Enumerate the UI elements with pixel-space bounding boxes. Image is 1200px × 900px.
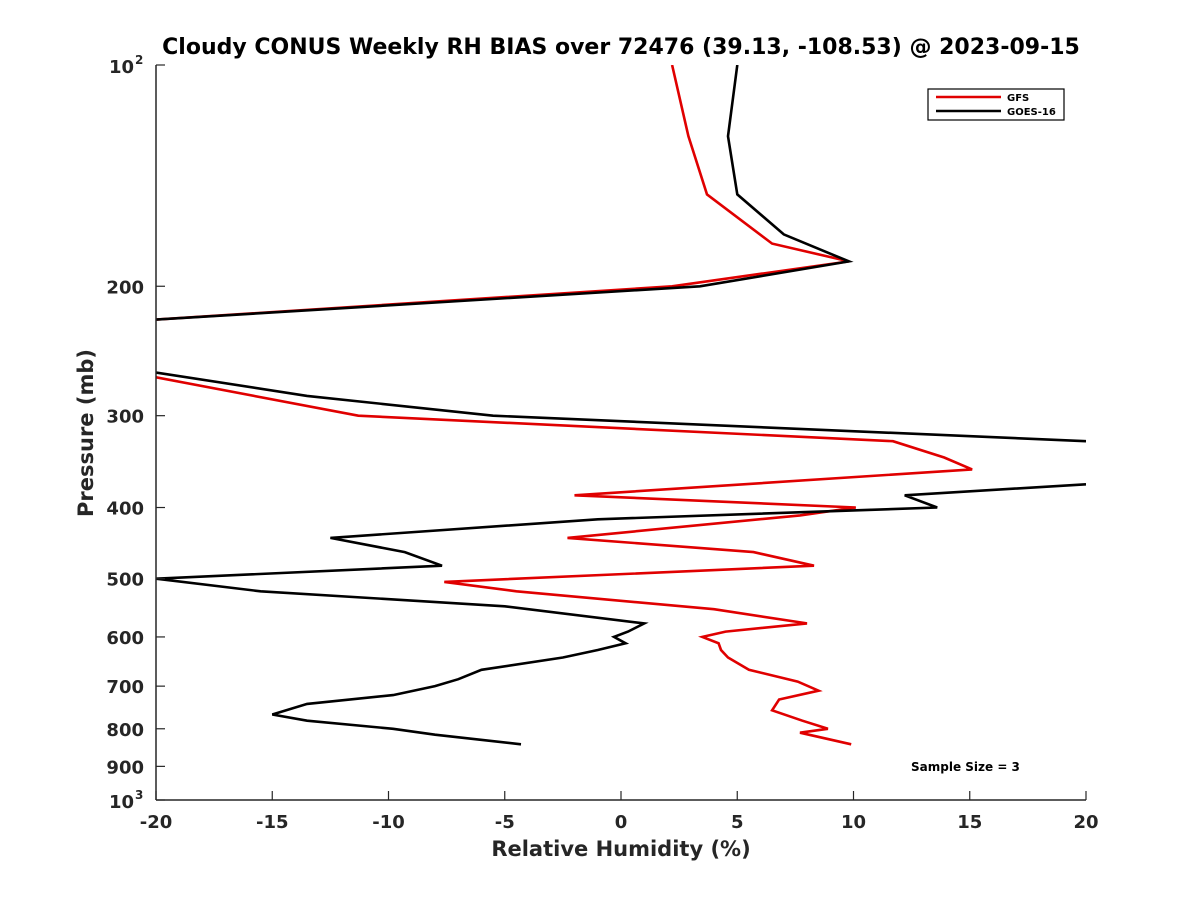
series-line-goes16-1: [156, 371, 1086, 443]
y-tick-label: 500: [106, 570, 144, 591]
chart-title: Cloudy CONUS Weekly RH BIAS over 72476 (…: [162, 35, 1080, 60]
x-tick-label: 15: [957, 812, 982, 833]
y-tick-label: 700: [106, 677, 144, 698]
x-tick-label: 20: [1073, 812, 1098, 833]
x-tick-label: 0: [615, 812, 628, 833]
legend-label-gfs: GFS: [1007, 93, 1029, 104]
legend-label-goes16: GOES-16: [1007, 107, 1056, 118]
series-line-gfs-1: [156, 376, 973, 746]
y-tick-exponent: 3: [135, 788, 143, 802]
series-line-gfs-0: [156, 65, 850, 321]
y-tick-label: 900: [106, 757, 144, 778]
y-tick-label: 300: [106, 407, 144, 428]
legend-box: [927, 88, 1065, 121]
x-tick-label: 5: [731, 812, 744, 833]
y-axis-label: Pressure (mb): [74, 349, 98, 517]
x-tick-label: -5: [495, 812, 515, 833]
sample-size-note: Sample Size = 3: [911, 760, 1020, 774]
x-tick-label: -20: [140, 812, 173, 833]
legend: GFS GOES-16: [927, 88, 1065, 121]
x-tick-label: 10: [841, 812, 866, 833]
x-tick-label: -15: [256, 812, 289, 833]
x-axis-label: Relative Humidity (%): [491, 837, 750, 861]
series-line-goes16-0: [156, 65, 854, 321]
y-tick-label: 400: [106, 499, 144, 520]
y-tick-label: 600: [106, 628, 144, 649]
y-tick-label: 10: [109, 57, 134, 78]
series-group: [156, 65, 1086, 746]
y-tick-label: 200: [106, 277, 144, 298]
x-tick-label: -10: [372, 812, 405, 833]
y-tick-label: 800: [106, 720, 144, 741]
y-tick-label: 10: [109, 792, 134, 813]
series-line-goes16-2: [156, 483, 1086, 746]
y-tick-exponent: 2: [135, 53, 143, 67]
